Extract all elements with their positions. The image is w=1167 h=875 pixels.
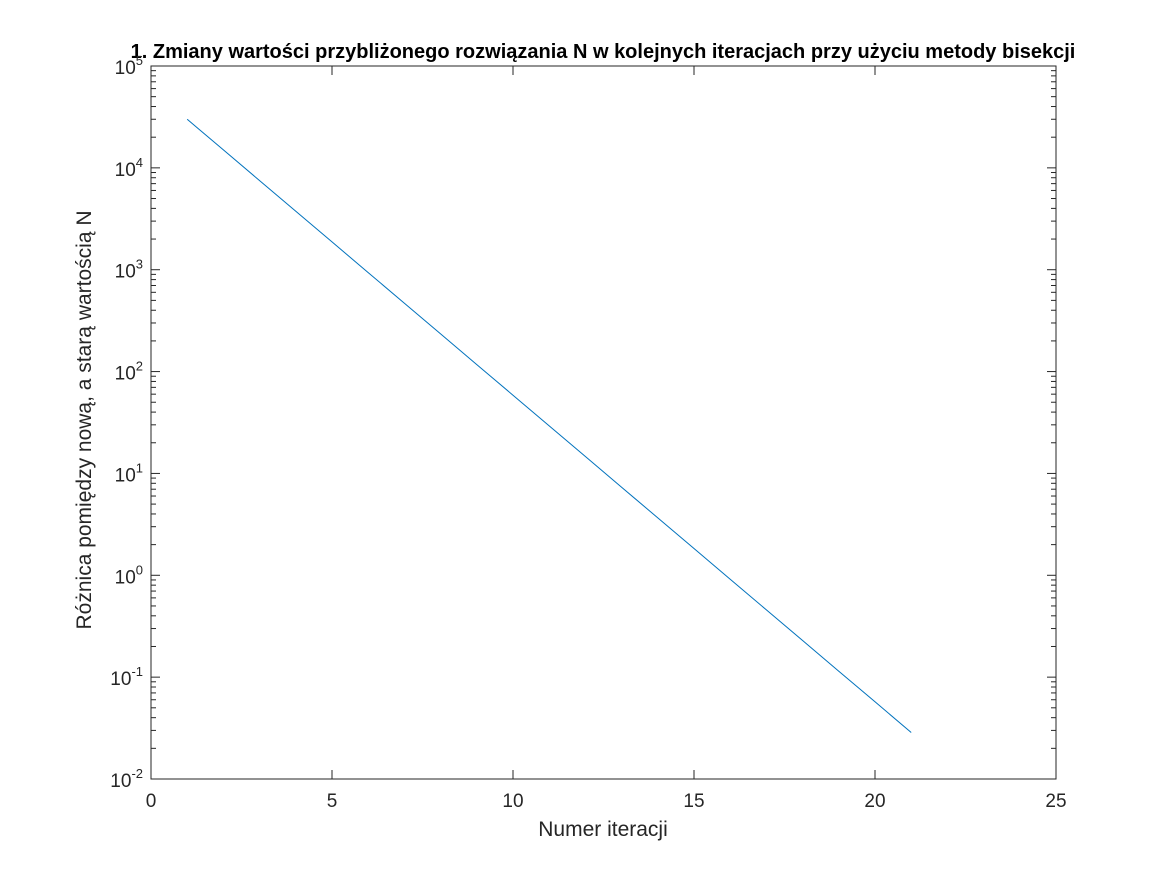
y-tick-label-exponent: 1	[136, 460, 143, 475]
y-axis-label: Różnica pomiędzy nową, a starą wartością…	[73, 210, 96, 629]
series-line	[186, 118, 912, 733]
y-tick-label: 102	[115, 359, 143, 385]
y-tick-label: 104	[115, 155, 143, 181]
x-tick-label: 15	[683, 791, 704, 812]
y-tick-label-exponent: 3	[136, 257, 143, 272]
x-axis-tick-labels: 0 5 10 15 20 25	[146, 791, 1067, 812]
x-tick-label: 5	[327, 791, 338, 812]
x-axis-label: Numer iteracji	[538, 818, 668, 841]
x-tick-label: 10	[502, 791, 523, 812]
y-tick-label: 103	[115, 257, 143, 283]
y-tick-label-base: 10	[115, 160, 136, 181]
y-tick-label-exponent: 5	[136, 53, 143, 68]
y-tick-label-base: 10	[115, 364, 136, 385]
y-tick-label-exponent: 2	[136, 359, 143, 374]
y-tick-label: 10-1	[110, 664, 143, 690]
y-tick-label-base: 10	[110, 771, 131, 792]
axis-ticks	[150, 65, 1057, 780]
y-tick-label: 101	[115, 460, 143, 486]
y-tick-label-exponent: -2	[131, 766, 143, 781]
x-tick-label: 20	[864, 791, 885, 812]
x-tick-label: 0	[146, 791, 157, 812]
series-group	[186, 118, 912, 733]
y-tick-label: 100	[115, 562, 143, 588]
plot-area	[150, 65, 1057, 780]
x-tick-label: 25	[1045, 791, 1066, 812]
y-tick-label-base: 10	[115, 567, 136, 588]
y-tick-label: 10-2	[110, 766, 143, 792]
y-tick-label-base: 10	[110, 669, 131, 690]
chart-title: 1. Zmiany wartości przybliżonego rozwiąz…	[131, 41, 1076, 63]
y-tick-label-exponent: -1	[131, 664, 143, 679]
y-tick-label-exponent: 4	[136, 155, 143, 170]
y-tick-label-base: 10	[115, 262, 136, 283]
y-tick-label-exponent: 0	[136, 562, 143, 577]
y-tick-label-base: 10	[115, 58, 136, 79]
y-tick-label: 105	[115, 53, 143, 79]
y-tick-label-base: 10	[115, 465, 136, 486]
